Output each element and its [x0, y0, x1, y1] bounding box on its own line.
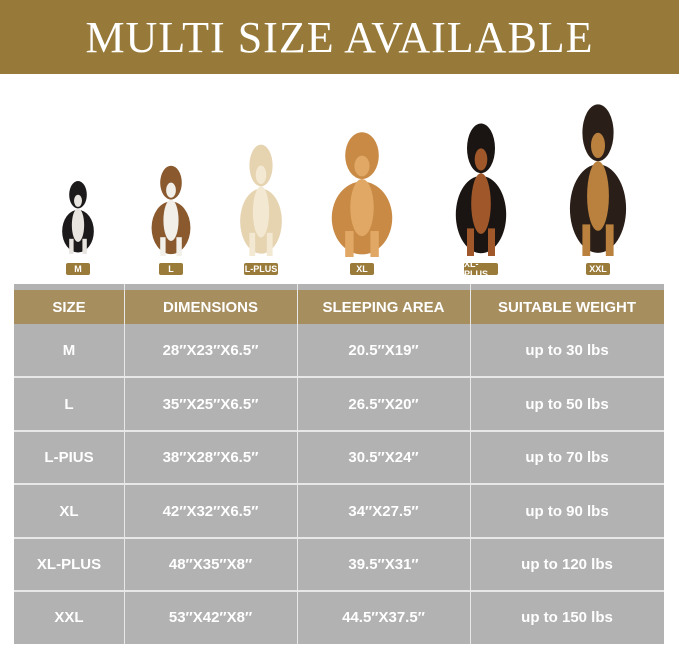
- table-cell: 20.5″X19″: [348, 342, 419, 359]
- dog-doberman-image: [455, 123, 507, 256]
- column-divider: [297, 284, 298, 644]
- table-cell: 44.5″X37.5″: [342, 609, 425, 626]
- dog-german-shepherd-image: [569, 104, 627, 256]
- table-cell: 39.5″X31″: [348, 556, 419, 573]
- table-cell: 42″X32″X6.5″: [162, 502, 259, 520]
- size-tag-xl-plus: XL-PLUS: [464, 259, 498, 279]
- table-header: [14, 290, 664, 324]
- table-cell: up to 120 lbs: [521, 556, 613, 573]
- column-header: SIZE: [52, 298, 86, 316]
- size-tag-l: L: [159, 263, 183, 275]
- dog-beagle-image: [151, 165, 191, 256]
- table-cell: XL: [59, 502, 79, 520]
- table-cell: 34″X27.5″: [348, 502, 419, 520]
- table-cell: 26.5″X20″: [348, 395, 419, 413]
- dog-golden-retriever-image: [331, 132, 393, 257]
- table-cell: 30.5″X24″: [348, 449, 419, 466]
- banner-title: MULTI SIZE AVAILABLE: [85, 12, 594, 62]
- size-tag-xxl: XXL: [586, 263, 610, 275]
- row-divider: [14, 430, 664, 432]
- column-divider: [124, 284, 125, 644]
- dog-labrador-image: [240, 144, 282, 256]
- size-tag-xl: XL: [350, 263, 374, 275]
- column-divider: [470, 284, 471, 644]
- row-divider: [14, 376, 664, 378]
- column-header: DIMENSIONS: [162, 298, 258, 316]
- column-header: SUITABLE WEIGHT: [497, 298, 637, 316]
- row-divider: [14, 590, 664, 592]
- size-tag-m: M: [66, 263, 90, 275]
- size-tag-l-plus: L-PLUS: [244, 263, 278, 275]
- table-cell: 48″X35″X8″: [168, 556, 253, 573]
- table-cell: 28″X23″X6.5″: [162, 342, 259, 359]
- table-cell: up to 150 lbs: [521, 609, 613, 626]
- row-divider: [14, 483, 664, 485]
- size-table: SIZE DIMENSIONS SLEEPING AREA SUITABLE WEIG…: [14, 284, 664, 644]
- table-cell: up to 90 lbs: [525, 502, 609, 520]
- table-cell: up to 70 lbs: [525, 449, 609, 466]
- dog-french-bulldog-image: [62, 181, 94, 254]
- title-banner: MULTI SIZE AVAILABLE: [0, 0, 679, 74]
- table-cell: L: [64, 395, 74, 413]
- table-cell: XXL: [54, 609, 84, 626]
- column-header: SLEEPING AREA: [322, 298, 445, 316]
- table-cell: XL-PLUS: [36, 556, 102, 573]
- table-cell: L-PIUS: [44, 449, 94, 466]
- table-cell: 38″X28″X6.5″: [162, 449, 259, 466]
- table-cell: up to 50 lbs: [525, 395, 609, 413]
- table-cell: 53″X42″X8″: [168, 609, 253, 626]
- table-cell: 35″X25″X6.5″: [162, 395, 259, 413]
- table-cell: up to 30 lbs: [525, 342, 609, 359]
- table-cell: M: [62, 342, 76, 359]
- row-divider: [14, 537, 664, 539]
